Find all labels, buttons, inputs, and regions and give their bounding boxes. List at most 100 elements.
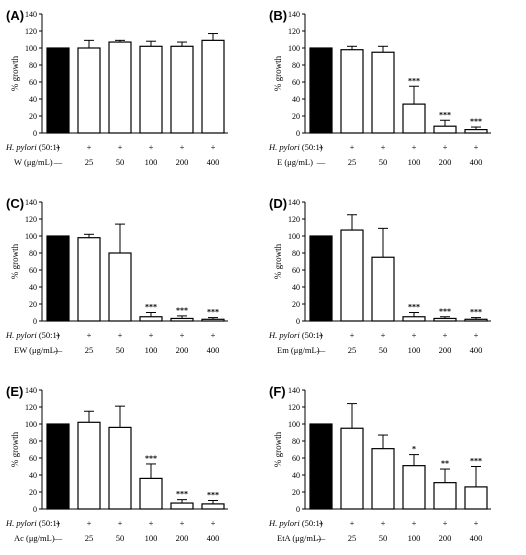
- chart-panel-b: (B) 0 20 40 60 80 100 120 140 % growth + — +25 +50 ***…: [268, 8, 491, 167]
- row2-value: 400: [207, 345, 220, 355]
- row1-label-organism: H. pylori: [5, 330, 37, 340]
- y-tick-label: 100: [288, 232, 300, 241]
- row1-value: +: [149, 330, 154, 340]
- row2-value: 100: [145, 157, 158, 167]
- bar: [108, 426, 132, 510]
- row1-value: +: [412, 330, 417, 340]
- significance-label: ***: [145, 303, 157, 312]
- y-tick-label: 20: [292, 488, 300, 497]
- bar: [170, 502, 194, 510]
- row1-label: H. pylori (50:1): [5, 330, 60, 340]
- y-tick-label: 40: [29, 283, 37, 292]
- row1-value: +: [319, 330, 324, 340]
- y-tick-label: 40: [29, 471, 37, 480]
- panel-label: (A): [6, 8, 24, 23]
- row1-value: +: [381, 142, 386, 152]
- row1-value: +: [180, 142, 185, 152]
- y-tick-label: 120: [25, 215, 37, 224]
- row1-value: +: [443, 330, 448, 340]
- row2-value: 400: [207, 157, 220, 167]
- row1-value: +: [443, 142, 448, 152]
- chart-panel-d: (D) 0 20 40 60 80 100 120 140 % growth + — +25 +50 ***…: [268, 196, 491, 355]
- row1-label-ratio: (50:1): [300, 518, 323, 528]
- y-tick-label: 80: [29, 437, 37, 446]
- row2-label: EW (μg/mL): [14, 345, 58, 355]
- row2-value: 25: [348, 157, 357, 167]
- row1-value: +: [350, 142, 355, 152]
- y-axis-title: % growth: [273, 431, 283, 467]
- y-tick-label: 100: [25, 44, 37, 53]
- row1-value: +: [87, 142, 92, 152]
- y-tick-label: 120: [288, 403, 300, 412]
- y-tick-label: 120: [288, 215, 300, 224]
- significance-label: ***: [176, 490, 188, 499]
- row1-value: +: [56, 518, 61, 528]
- row2-value: 100: [408, 157, 421, 167]
- significance-label: ***: [207, 308, 219, 317]
- bar: [77, 237, 101, 322]
- row1-value: +: [149, 518, 154, 528]
- row2-value: —: [53, 157, 63, 167]
- bar: [309, 423, 333, 510]
- row1-value: +: [474, 330, 479, 340]
- significance-label: *: [412, 445, 416, 454]
- significance-label: ***: [408, 303, 420, 312]
- y-tick-label: 140: [288, 198, 300, 207]
- bar: [170, 317, 194, 322]
- y-tick-label: 60: [29, 78, 37, 87]
- row2-label: E (μg/mL): [277, 157, 313, 167]
- row2-value: 200: [439, 157, 452, 167]
- significance-label: ***: [470, 117, 482, 126]
- y-axis-title: % growth: [10, 55, 20, 91]
- bar: [371, 256, 395, 322]
- row1-label-ratio: (50:1): [37, 518, 60, 528]
- significance-label: ***: [439, 110, 451, 119]
- y-tick-label: 40: [292, 95, 300, 104]
- bar: [402, 316, 426, 322]
- row1-label: H. pylori (50:1): [268, 330, 323, 340]
- row1-label: H. pylori (50:1): [268, 518, 323, 528]
- y-axis-title: % growth: [10, 243, 20, 279]
- row1-label-ratio: (50:1): [37, 142, 60, 152]
- y-tick-label: 40: [29, 95, 37, 104]
- row1-value: +: [381, 518, 386, 528]
- row2-value: 25: [348, 345, 357, 355]
- row1-label-organism: H. pylori: [5, 142, 37, 152]
- bar: [402, 465, 426, 510]
- row1-value: +: [412, 518, 417, 528]
- y-tick-label: 120: [288, 27, 300, 36]
- row2-value: 400: [207, 533, 220, 543]
- row1-value: +: [56, 142, 61, 152]
- y-tick-label: 140: [288, 386, 300, 395]
- chart-panel-f: (F) 0 20 40 60 80 100 120 140 % growth + — +25 +50 * +1…: [268, 384, 491, 543]
- bar: [402, 103, 426, 134]
- y-tick-label: 80: [292, 61, 300, 70]
- row2-value: 200: [176, 345, 189, 355]
- y-tick-label: 80: [292, 437, 300, 446]
- row1-label-ratio: (50:1): [300, 330, 323, 340]
- chart-panel-c: (C) 0 20 40 60 80 100 120 140 % growth + — +25 +50 ***…: [5, 196, 228, 355]
- y-tick-label: 140: [288, 10, 300, 19]
- bar: [46, 47, 70, 134]
- y-tick-label: 20: [292, 112, 300, 121]
- bar: [108, 41, 132, 134]
- significance-label: ***: [207, 491, 219, 500]
- row2-value: 400: [470, 533, 483, 543]
- significance-label: ***: [439, 307, 451, 316]
- bar: [371, 448, 395, 510]
- row1-label: H. pylori (50:1): [5, 518, 60, 528]
- y-tick-label: 80: [292, 249, 300, 258]
- y-tick-label: 100: [288, 420, 300, 429]
- row1-value: +: [87, 330, 92, 340]
- bar: [77, 47, 101, 134]
- row2-value: —: [316, 345, 326, 355]
- panel-label: (E): [6, 384, 23, 399]
- row1-value: +: [412, 142, 417, 152]
- row2-value: 50: [379, 157, 388, 167]
- y-tick-label: 60: [292, 454, 300, 463]
- row1-value: +: [443, 518, 448, 528]
- row1-value: +: [87, 518, 92, 528]
- row2-label: Ac (μg/mL): [14, 533, 55, 543]
- bar: [201, 318, 225, 322]
- y-tick-label: 120: [25, 403, 37, 412]
